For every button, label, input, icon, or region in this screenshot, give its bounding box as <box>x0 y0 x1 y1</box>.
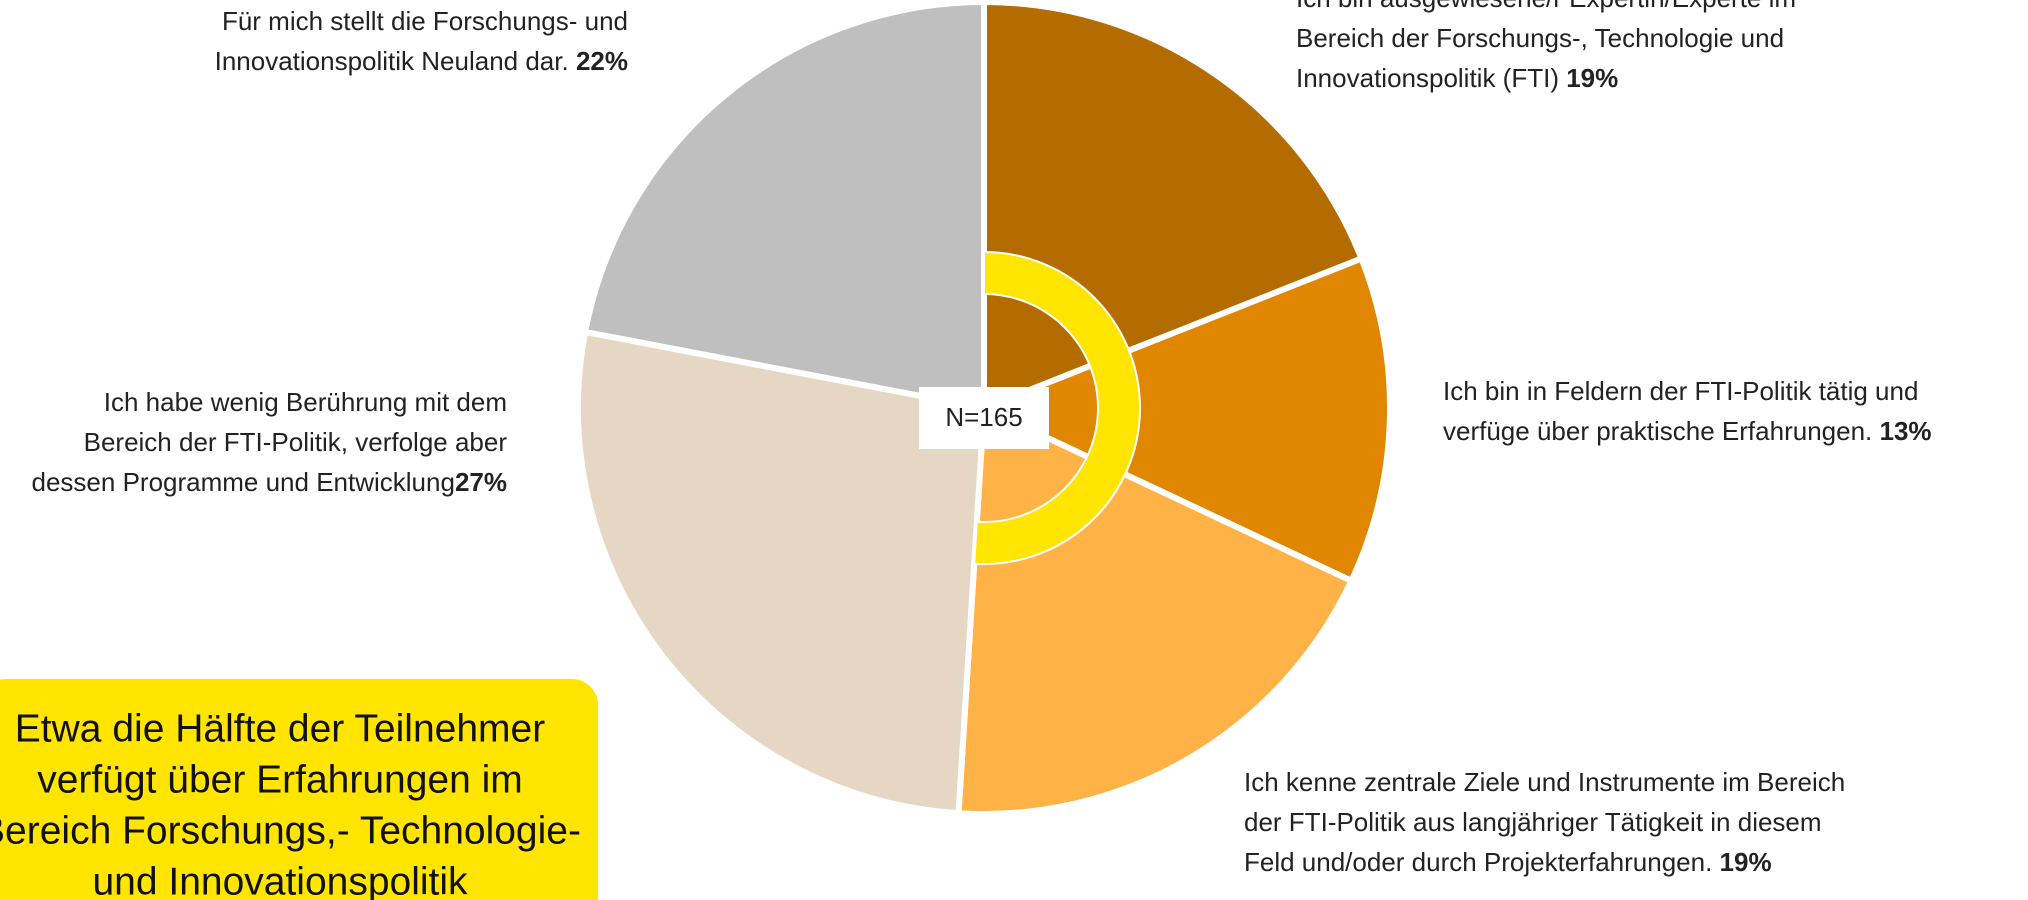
callout-text: Bereich Forschungs,- Technologie- <box>0 809 581 852</box>
pie-slice <box>575 328 988 817</box>
slice-value-label: 19% <box>1566 63 1618 93</box>
slice-label-line: Ich bin ausgewiesene/r Expertin/Experte … <box>1296 0 1796 13</box>
slice-value-label: 13% <box>1880 416 1932 446</box>
slice-label-line: Feld und/oder durch Projekterfahrungen. <box>1244 847 1712 877</box>
center-label-box <box>919 387 1049 449</box>
slice-value-label: 22% <box>576 46 628 76</box>
slice-label: Ich kenne zentrale Ziele und Instrumente… <box>1244 767 1845 877</box>
slice-label-line: Innovationspolitik Neuland dar. <box>215 46 569 76</box>
pie-slice <box>976 254 1393 585</box>
slice-value-label: 19% <box>1720 847 1772 877</box>
slice-label: Für mich stellt die Forschungs- und Innov… <box>215 6 628 76</box>
slice-label-line: Für mich stellt die Forschungs- und <box>222 6 628 36</box>
inner-ring <box>973 250 1142 565</box>
slice-label-line: dessen Programme und Entwicklung <box>32 467 455 497</box>
slice-label-line: Innovationspolitik (FTI) <box>1296 63 1559 93</box>
slice-label-line: der FTI-Politik aus langjähriger Tätigke… <box>1244 807 1822 837</box>
slice-label-line: Ich bin in Feldern der FTI-Politik tätig… <box>1443 376 1918 406</box>
callout-box <box>0 679 598 900</box>
slice-value-label: 27% <box>455 467 507 497</box>
callout-text: Etwa die Hälfte der Teilnehmer <box>15 707 545 750</box>
slice-label-line: Ich habe wenig Berührung mit dem <box>104 387 507 417</box>
pie-slice <box>581 0 987 412</box>
callout-text: verfügt über Erfahrungen im <box>37 758 523 801</box>
callout-text: und Innovationspolitik <box>92 860 468 900</box>
slice-label: Ich bin in Feldern der FTI-Politik tätig… <box>1443 376 1932 446</box>
slice-label: Ich bin ausgewiesene/r Expertin/Experte … <box>1296 0 1796 93</box>
slice-label: Ich habe wenig Berührung mit dem Bereich … <box>32 387 508 497</box>
slice-label-line: Ich kenne zentrale Ziele und Instrumente… <box>1244 767 1845 797</box>
slice-label-line: verfüge über praktische Erfahrungen. <box>1443 416 1872 446</box>
slice-label-line: Bereich der FTI-Politik, verfolge aber <box>84 427 508 457</box>
callout: Etwa die Hälfte der Teilnehmer verfügt üb… <box>0 679 598 900</box>
center-label: N=165 <box>945 402 1022 432</box>
slice-label-line: Bereich der Forschungs-, Technologie und <box>1296 23 1784 53</box>
